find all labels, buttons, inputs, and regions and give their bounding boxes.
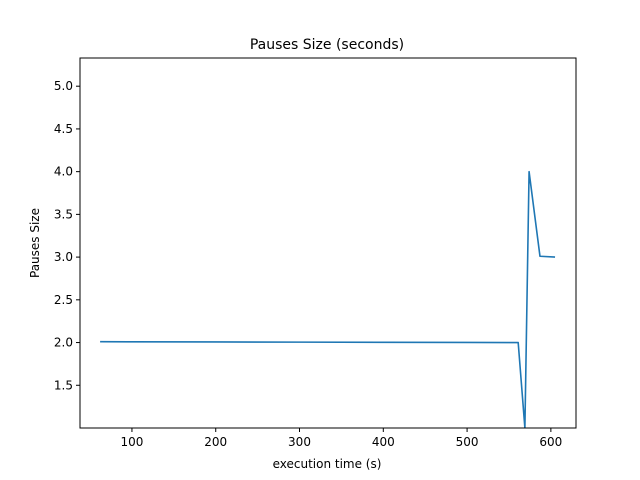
- plot-area: 100 200 300 400 500 600 1.5 2.0 2.5 3.0 3.5 4.0 4.5 5…: [54, 57, 577, 449]
- x-tick-label: 200: [204, 435, 227, 449]
- y-tick-label: 3.0: [54, 250, 73, 264]
- chart-title: Pauses Size (seconds): [250, 37, 404, 53]
- y-tick-label: 3.5: [54, 207, 73, 221]
- x-tick-label: 300: [288, 435, 311, 449]
- y-tick-label: 5.0: [54, 79, 73, 93]
- x-tick-label: 100: [120, 435, 143, 449]
- y-tick-label: 2.0: [54, 336, 73, 350]
- y-axis-label: Pauses Size: [28, 208, 42, 278]
- y-tick-label: 2.5: [54, 293, 73, 307]
- x-axis-label: execution time (s): [273, 457, 382, 471]
- x-tick-label: 400: [372, 435, 395, 449]
- plot-frame: [79, 57, 577, 429]
- y-tick-label: 1.5: [54, 378, 73, 392]
- x-tick-label: 600: [539, 435, 562, 449]
- x-tick-label: 500: [456, 435, 479, 449]
- y-tick-label: 4.5: [54, 122, 73, 136]
- series-line-1: [100, 170, 556, 428]
- y-tick-label: 4.0: [54, 165, 73, 179]
